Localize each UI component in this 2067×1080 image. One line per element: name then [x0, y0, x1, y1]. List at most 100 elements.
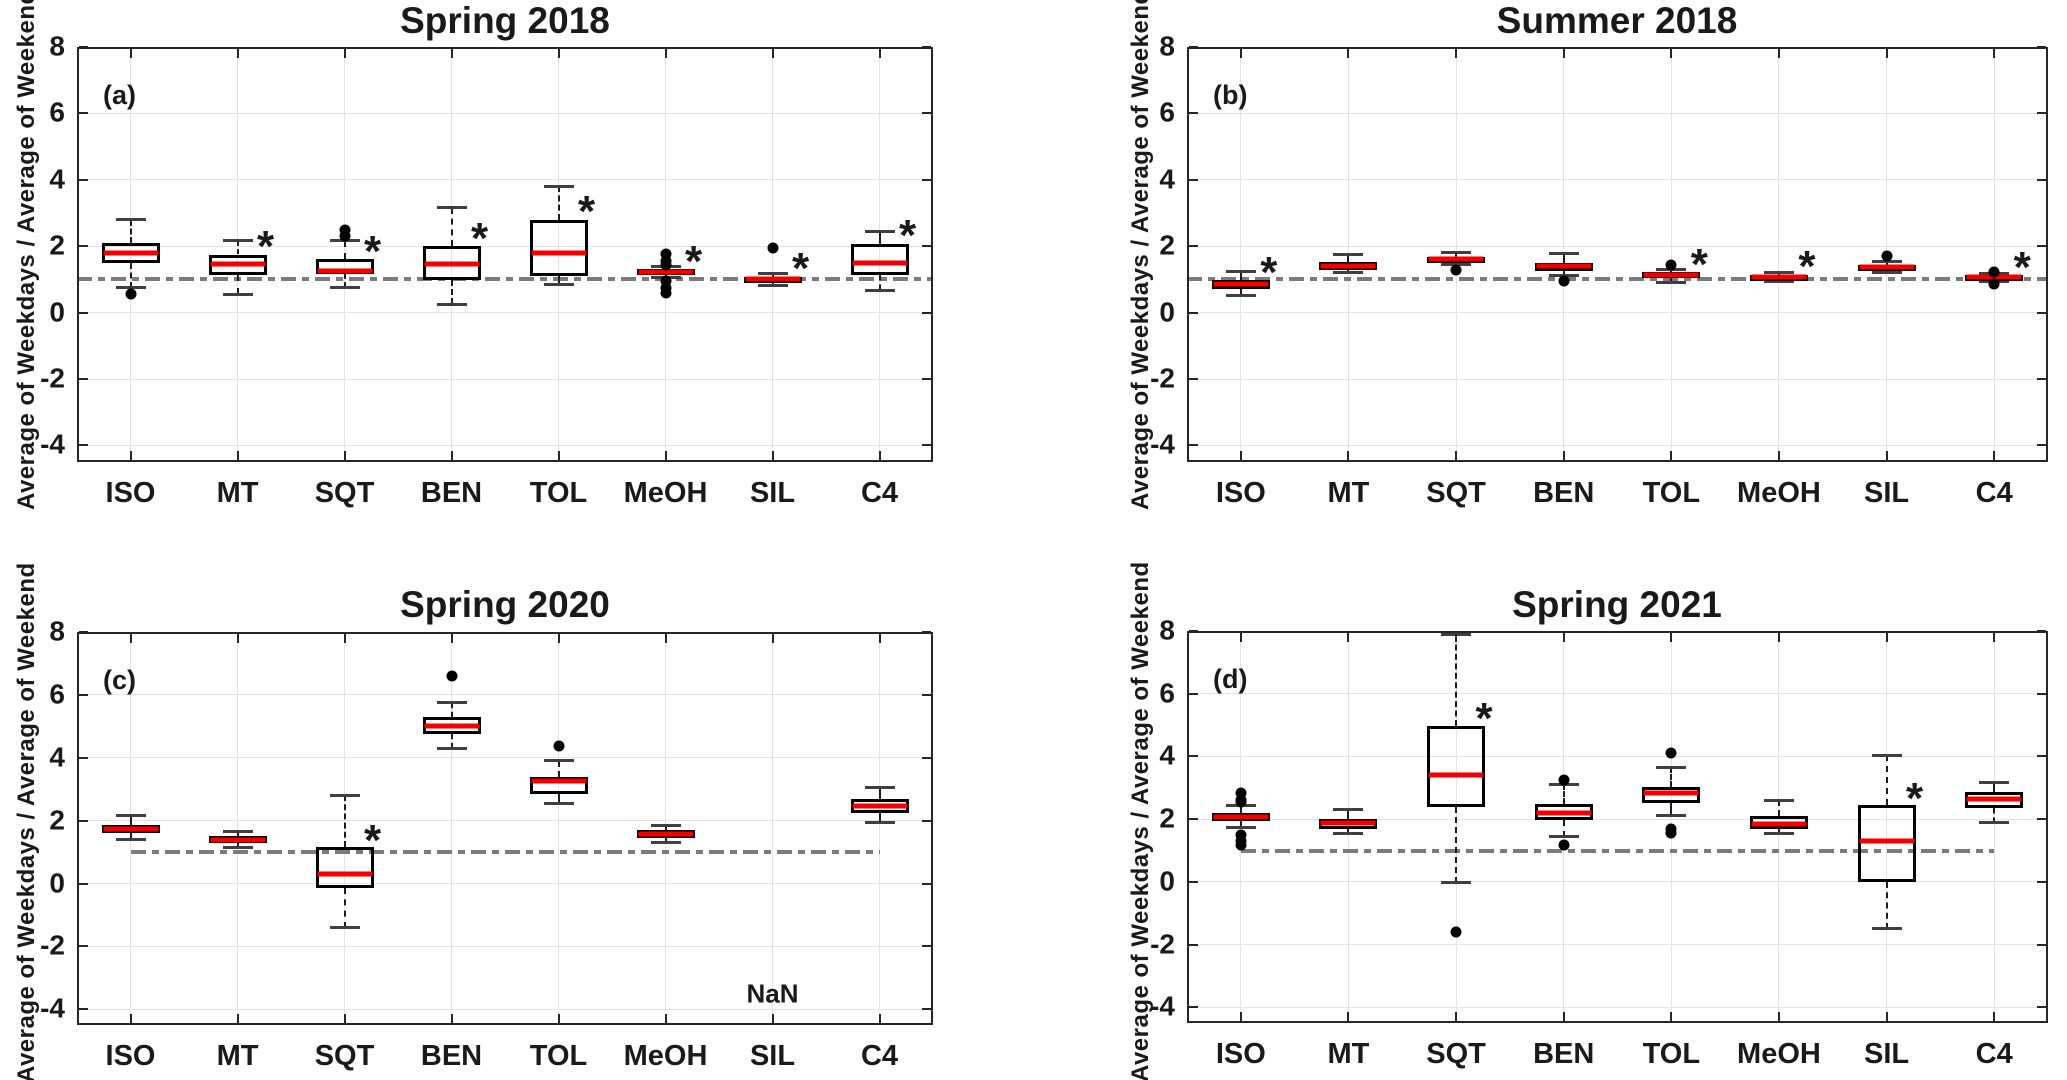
x-tick-mark — [343, 451, 346, 460]
whisker-cap-upper — [222, 830, 253, 834]
x-tick-mark — [1670, 1012, 1673, 1021]
whisker-upper — [771, 273, 774, 278]
whisker-cap-lower — [436, 746, 467, 750]
median-line — [317, 268, 372, 274]
whisker-lower — [664, 837, 667, 843]
significance-star: * — [2013, 242, 2031, 292]
x-tick-mark — [1777, 49, 1780, 58]
x-tick-mark — [1239, 451, 1242, 460]
y-tick-mark — [2037, 245, 2046, 248]
x-tick-mark — [129, 1014, 132, 1023]
median-line — [638, 831, 693, 837]
y-tick-mark — [922, 311, 931, 314]
x-tick-mark — [878, 634, 881, 643]
x-tick-mark — [1885, 451, 1888, 460]
whisker-lower — [236, 842, 239, 848]
x-tick-mark — [664, 49, 667, 58]
whisker-lower — [343, 274, 346, 288]
gridline-vertical — [772, 47, 773, 462]
whisker-upper — [557, 760, 560, 777]
panel-a-plot-area — [77, 47, 933, 462]
median-line — [531, 250, 586, 256]
y-tick-label: 2 — [1159, 229, 1175, 261]
median-line — [1643, 272, 1699, 278]
median-line — [1428, 772, 1484, 778]
gridline-vertical — [237, 632, 238, 1025]
whisker-cap-lower — [543, 801, 574, 805]
whisker-cap-lower — [1441, 881, 1472, 885]
x-tick-mark — [343, 49, 346, 58]
whisker-lower — [450, 280, 453, 305]
box-iqr — [529, 219, 588, 277]
gridline-horizontal — [1187, 312, 2048, 314]
x-tick-mark — [1455, 451, 1458, 460]
whisker-lower — [557, 793, 560, 804]
x-tick-mark — [1885, 1012, 1888, 1021]
x-tick-mark — [236, 49, 239, 58]
x-tick-label: C4 — [1975, 477, 2013, 509]
gridline-vertical — [1240, 47, 1242, 462]
x-tick-label: BEN — [1533, 1038, 1595, 1070]
x-tick-mark — [664, 451, 667, 460]
significance-star: * — [256, 221, 275, 271]
y-tick-mark — [1189, 378, 1198, 380]
outlier-dot — [660, 275, 671, 287]
whisker-lower — [1885, 881, 1888, 929]
y-tick-mark — [1189, 46, 1198, 48]
whisker-cap-lower — [543, 282, 574, 286]
whisker-upper — [1455, 252, 1458, 257]
y-tick-label: 4 — [1159, 739, 1175, 771]
y-tick-mark — [922, 444, 931, 447]
x-tick-label: ISO — [1215, 477, 1266, 509]
significance-star: * — [1690, 239, 1708, 289]
gridline-horizontal — [77, 694, 933, 696]
y-tick-label: -4 — [1150, 990, 1175, 1022]
y-tick-mark — [1189, 818, 1198, 821]
whisker-cap-upper — [650, 823, 681, 827]
whisker-upper — [1777, 800, 1780, 817]
gridline-horizontal — [1187, 179, 2048, 181]
whisker-cap-upper — [543, 184, 574, 188]
x-tick-mark — [771, 49, 774, 58]
y-tick-label: -2 — [40, 929, 65, 961]
whisker-upper — [129, 815, 132, 826]
whisker-cap-lower — [1333, 271, 1364, 275]
median-line — [852, 260, 907, 266]
x-tick-mark — [1455, 1012, 1458, 1021]
whisker-lower — [1670, 803, 1673, 816]
whisker-cap-lower — [329, 926, 360, 930]
outlier-dot — [1235, 829, 1247, 841]
whisker-upper — [1239, 271, 1242, 281]
median-line — [1859, 838, 1915, 844]
gridline-horizontal — [1187, 881, 2048, 883]
y-tick-mark — [1189, 245, 1198, 248]
whisker-upper — [450, 207, 453, 247]
median-line — [1320, 263, 1376, 269]
y-tick-mark — [2037, 630, 2046, 632]
significance-star: * — [577, 186, 596, 236]
whisker-lower — [236, 275, 239, 295]
significance-star: * — [898, 210, 917, 260]
y-tick-label: 4 — [1159, 163, 1175, 195]
x-tick-label: MeOH — [1737, 1038, 1821, 1070]
gridline-horizontal — [1187, 112, 2048, 114]
y-tick-mark — [79, 1008, 88, 1011]
x-tick-label: TOL — [529, 1040, 588, 1072]
whisker-upper — [236, 240, 239, 255]
y-tick-mark — [1189, 1006, 1198, 1009]
y-tick-label: -2 — [1150, 362, 1175, 394]
x-tick-label: MeOH — [1737, 477, 1821, 509]
x-tick-mark — [1347, 633, 1350, 642]
y-tick-label: -4 — [1150, 428, 1175, 460]
whisker-cap-upper — [1225, 269, 1256, 273]
y-tick-mark — [79, 46, 88, 48]
gridline-horizontal — [1187, 944, 2048, 946]
gridline-vertical — [879, 47, 880, 462]
y-tick-mark — [2037, 178, 2046, 181]
x-tick-mark — [1239, 633, 1242, 642]
y-tick-mark — [2037, 378, 2046, 380]
median-line — [1428, 256, 1484, 262]
whisker-cap-lower — [222, 292, 253, 296]
median-line — [424, 261, 479, 267]
y-tick-mark — [79, 945, 88, 948]
